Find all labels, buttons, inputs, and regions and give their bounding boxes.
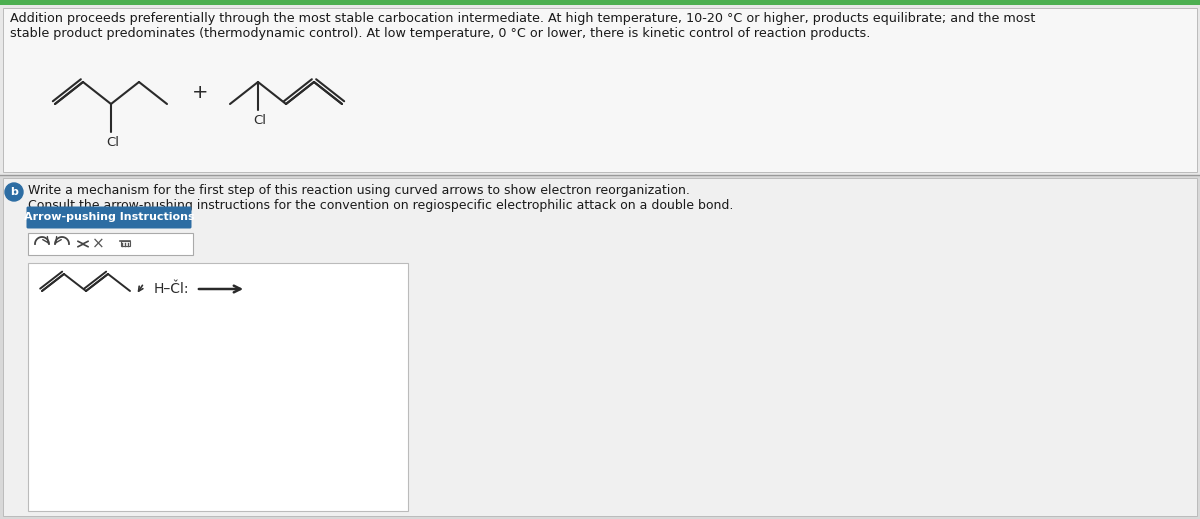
- Bar: [2, 8, 1198, 172]
- Text: b: b: [10, 187, 18, 197]
- Text: +: +: [192, 83, 209, 102]
- Bar: [121, 241, 130, 246]
- Text: Arrow-pushing Instructions: Arrow-pushing Instructions: [24, 212, 194, 223]
- Text: Cl: Cl: [253, 114, 266, 127]
- Bar: [28, 263, 408, 511]
- Bar: [0, 0, 1200, 5]
- Bar: [0, 175, 1200, 519]
- Bar: [2, 178, 1198, 516]
- Circle shape: [5, 183, 23, 201]
- Text: H–Čl:: H–Čl:: [154, 282, 190, 296]
- Text: ×: ×: [91, 237, 104, 252]
- FancyBboxPatch shape: [26, 207, 192, 228]
- Text: Write a mechanism for the first step of this reaction using curved arrows to sho: Write a mechanism for the first step of …: [28, 184, 690, 197]
- Bar: [28, 233, 193, 255]
- Bar: [0, 5, 1200, 175]
- Text: Addition proceeds preferentially through the most stable carbocation intermediat: Addition proceeds preferentially through…: [10, 12, 1036, 25]
- Text: Consult the arrow-pushing instructions for the convention on regiospecific elect: Consult the arrow-pushing instructions f…: [28, 199, 733, 212]
- Text: stable product predominates (thermodynamic control). At low temperature, 0 °C or: stable product predominates (thermodynam…: [10, 27, 870, 40]
- Text: Cl: Cl: [106, 136, 119, 149]
